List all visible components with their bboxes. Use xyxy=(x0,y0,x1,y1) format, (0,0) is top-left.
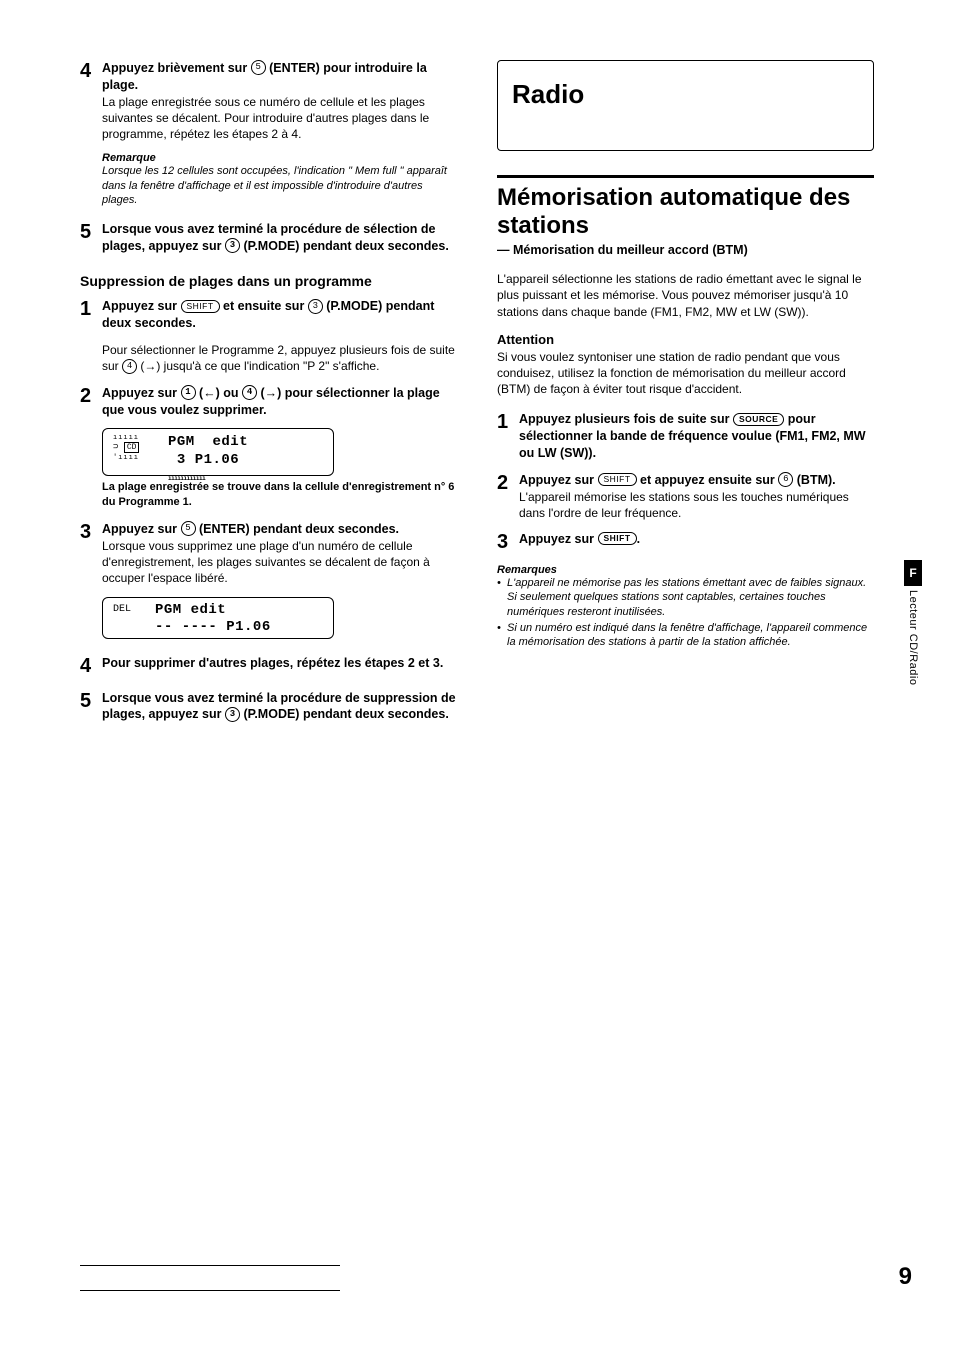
notes-heading: Remarques xyxy=(497,564,874,576)
display-caption: La plage enregistrée se trouve dans la c… xyxy=(102,480,457,509)
step-1r: 1 Appuyez plusieurs fois de suite sur SO… xyxy=(497,411,874,462)
circled-1: 1 xyxy=(181,385,196,400)
step-number: 5 xyxy=(80,690,102,711)
step-body: Pour supprimer d'autres plages, répétez … xyxy=(102,655,457,672)
right-column: Radio Mémorisation automatique des stati… xyxy=(497,60,874,733)
title-text: Radio xyxy=(512,79,859,110)
circled-3: 3 xyxy=(225,707,240,722)
step-body: Appuyez sur 5 (ENTER) pendant deux secon… xyxy=(102,521,457,586)
step-number: 1 xyxy=(80,298,102,319)
title-box: Radio xyxy=(497,60,874,151)
note-block: Remarque Lorsque les 12 cellules sont oc… xyxy=(102,152,457,207)
shift-pill: SHIFT xyxy=(598,532,637,545)
step-1: 1 Appuyez sur SHIFT et ensuite sur 3 (P.… xyxy=(80,298,457,374)
side-tab: F Lecteur CD/Radio xyxy=(904,560,922,685)
step-number: 3 xyxy=(497,531,519,552)
step-3r: 3 Appuyez sur SHIFT. xyxy=(497,531,874,552)
section-heading: Suppression de plages dans un programme xyxy=(80,273,457,291)
step-5b: 5 Lorsque vous avez terminé la procédure… xyxy=(80,690,457,724)
step-body: Lorsque vous avez terminé la procédure d… xyxy=(102,690,457,724)
attention-heading: Attention xyxy=(497,332,874,347)
side-tab-letter: F xyxy=(904,560,922,586)
circled-4: 4 xyxy=(122,359,137,374)
step-body: Appuyez plusieurs fois de suite sur SOUR… xyxy=(519,411,874,462)
step-4b: 4 Pour supprimer d'autres plages, répéte… xyxy=(80,655,457,676)
heading-bar xyxy=(497,175,874,178)
circled-3: 3 xyxy=(308,299,323,314)
step-body: Appuyez brièvement sur 5 (ENTER) pour in… xyxy=(102,60,457,142)
circled-6: 6 xyxy=(778,472,793,487)
step-number: 4 xyxy=(80,655,102,676)
display-del: DEL xyxy=(113,604,131,615)
step-3: 3 Appuyez sur 5 (ENTER) pendant deux sec… xyxy=(80,521,457,586)
step-5a: 5 Lorsque vous avez terminé la procédure… xyxy=(80,221,457,255)
display-left-icons: ııııı ⊃ CD 'ıııı xyxy=(113,433,139,463)
lcd-display-2: DEL PGM edit -- ---- P1.06 xyxy=(102,597,334,639)
step-4: 4 Appuyez brièvement sur 5 (ENTER) pour … xyxy=(80,60,457,142)
circled-4: 4 xyxy=(242,385,257,400)
page-number: 9 xyxy=(899,1263,912,1291)
step-number: 1 xyxy=(497,411,519,432)
step-2: 2 Appuyez sur 1 (←) ou 4 (→) pour sélect… xyxy=(80,385,457,419)
display-text: PGM edit -- ---- P1.06 xyxy=(155,602,271,637)
step-number: 2 xyxy=(80,385,102,406)
shift-pill: SHIFT xyxy=(181,300,220,313)
display-text: PGM edit 3 P1.06 ıııııııııııı xyxy=(168,434,248,487)
step-number: 5 xyxy=(80,221,102,242)
step-2r: 2 Appuyez sur SHIFT et appuyez ensuite s… xyxy=(497,472,874,521)
step-body: Lorsque vous avez terminé la procédure d… xyxy=(102,221,457,255)
paragraph: L'appareil sélectionne les stations de r… xyxy=(497,271,874,320)
notes-list: •L'appareil ne mémorise pas les stations… xyxy=(497,576,874,649)
attention-text: Si vous voulez syntoniser une station de… xyxy=(497,349,874,398)
step-body: Appuyez sur 1 (←) ou 4 (→) pour sélectio… xyxy=(102,385,457,419)
step-number: 2 xyxy=(497,472,519,493)
step-body: Appuyez sur SHIFT et appuyez ensuite sur… xyxy=(519,472,874,521)
source-pill: SOURCE xyxy=(733,413,784,426)
circled-5: 5 xyxy=(181,521,196,536)
circled-3: 3 xyxy=(225,238,240,253)
side-tab-text: Lecteur CD/Radio xyxy=(907,590,919,685)
step-body: Appuyez sur SHIFT et ensuite sur 3 (P.MO… xyxy=(102,298,457,374)
step-body: Appuyez sur SHIFT. xyxy=(519,531,874,548)
circled-5: 5 xyxy=(251,60,266,75)
note-bullet: •Si un numéro est indiqué dans la fenêtr… xyxy=(497,621,874,650)
lcd-display-1: ııııı ⊃ CD 'ıııı PGM edit 3 P1.06 ıııııı… xyxy=(102,428,334,476)
footer-lines xyxy=(80,1241,340,1291)
heading-1: Mémorisation automatique des stations xyxy=(497,184,874,239)
step-number: 3 xyxy=(80,521,102,542)
step-number: 4 xyxy=(80,60,102,81)
note-text: Lorsque les 12 cellules sont occupées, l… xyxy=(102,164,457,207)
heading-2: — Mémorisation du meilleur accord (BTM) xyxy=(497,243,874,257)
left-column: 4 Appuyez brièvement sur 5 (ENTER) pour … xyxy=(80,60,457,733)
note-heading: Remarque xyxy=(102,152,457,164)
note-bullet: •L'appareil ne mémorise pas les stations… xyxy=(497,576,874,619)
shift-pill: SHIFT xyxy=(598,473,637,486)
